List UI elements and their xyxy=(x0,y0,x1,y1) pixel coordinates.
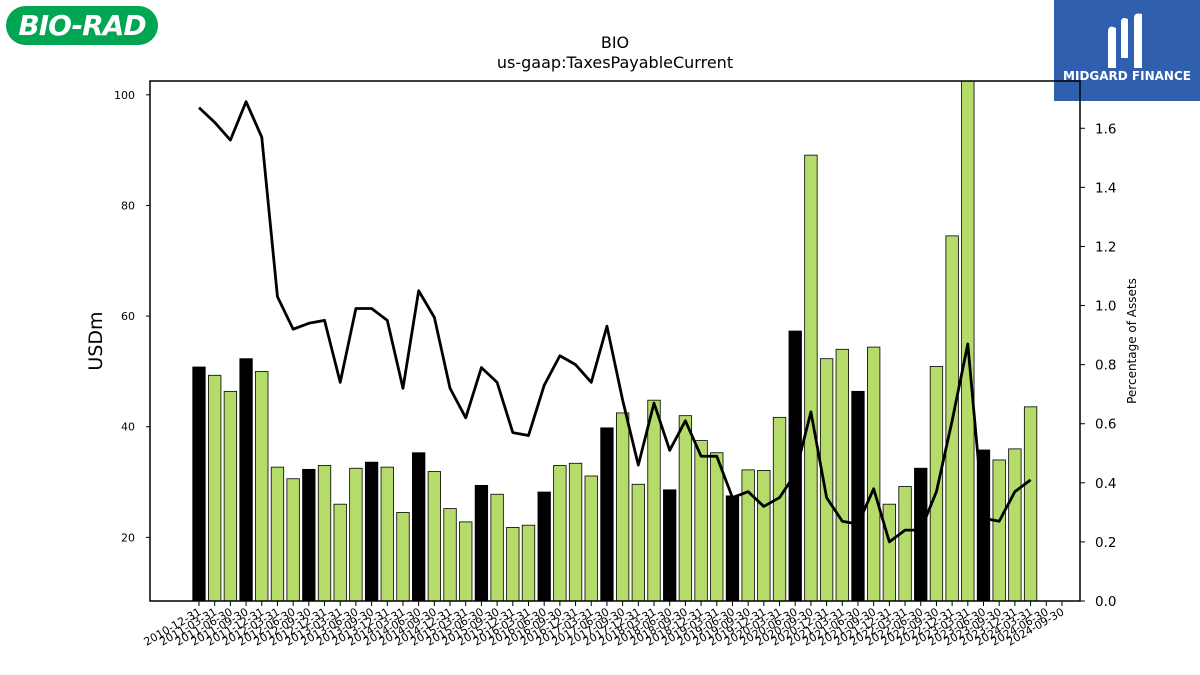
bar xyxy=(474,484,489,602)
bar xyxy=(851,390,865,602)
chart-title: BIO xyxy=(601,33,629,52)
bar xyxy=(710,452,724,602)
bio-rad-logo-text: BIO-RAD xyxy=(18,9,146,42)
bar xyxy=(192,366,206,602)
bar xyxy=(537,491,551,602)
bar xyxy=(1008,448,1022,602)
bar xyxy=(490,493,504,602)
bar xyxy=(286,478,300,602)
bar xyxy=(396,512,410,602)
bar xyxy=(506,527,520,602)
bar xyxy=(333,503,347,602)
bar xyxy=(521,524,536,602)
bar xyxy=(349,467,363,602)
bar xyxy=(882,503,897,602)
y-tick-label: 100 xyxy=(114,89,135,102)
bar xyxy=(208,374,222,602)
y2-tick-label: 1.0 xyxy=(1095,299,1116,315)
y-tick-label: 80 xyxy=(121,199,135,212)
bar xyxy=(1023,406,1038,602)
bar xyxy=(364,461,379,602)
bar xyxy=(992,459,1006,602)
bar xyxy=(380,466,394,602)
bar xyxy=(302,468,316,602)
bar xyxy=(835,348,849,602)
bar xyxy=(412,452,426,602)
bar xyxy=(788,330,802,602)
bar xyxy=(443,508,457,602)
bar xyxy=(647,399,661,602)
y-tick-label: 40 xyxy=(121,421,135,434)
bar xyxy=(772,416,787,602)
bar xyxy=(898,486,912,602)
bar xyxy=(741,469,755,602)
bar xyxy=(584,475,598,602)
y-axis-label: USDm xyxy=(85,311,107,370)
bar xyxy=(961,80,975,602)
y2-tick-label: 0.4 xyxy=(1095,476,1116,492)
midgard-finance-logo-text: MIDGARD FINANCE xyxy=(1063,69,1191,83)
bar xyxy=(568,462,583,602)
bar xyxy=(663,489,677,602)
midgard-finance-logo: MIDGARD FINANCE xyxy=(1054,0,1200,101)
bio-rad-logo: BIO-RAD xyxy=(6,6,158,45)
bar xyxy=(553,465,567,602)
y-tick-label: 60 xyxy=(121,310,135,323)
chart-subtitle: us-gaap:TaxesPayableCurrent xyxy=(497,53,733,72)
bar xyxy=(678,415,693,602)
bar xyxy=(427,471,442,602)
y2-tick-label: 0.2 xyxy=(1095,535,1116,551)
y2-tick-label: 1.2 xyxy=(1095,239,1116,255)
midgard-mark-icon xyxy=(1108,13,1142,69)
bar xyxy=(615,412,630,602)
y2-tick-label: 0.6 xyxy=(1095,417,1116,433)
bar xyxy=(600,427,614,602)
bar xyxy=(804,154,818,602)
bar xyxy=(725,495,740,602)
bar xyxy=(317,465,332,602)
y2-tick-label: 1.6 xyxy=(1095,121,1116,137)
bar xyxy=(270,466,285,602)
bar xyxy=(255,371,269,602)
bar xyxy=(929,366,944,602)
bar xyxy=(239,358,253,602)
bar xyxy=(867,346,881,602)
bar xyxy=(694,440,708,602)
plot-frame xyxy=(149,80,1081,602)
y2-tick-label: 1.4 xyxy=(1095,180,1116,196)
y2-tick-label: 0.8 xyxy=(1095,358,1116,374)
y2-tick-label: 0.0 xyxy=(1095,594,1116,610)
bar xyxy=(223,390,238,602)
y-tick-label: 20 xyxy=(121,531,135,544)
y2-axis-label: Percentage of Assets xyxy=(1125,278,1139,404)
bar xyxy=(757,470,771,602)
bar xyxy=(459,521,473,602)
bar xyxy=(631,483,645,602)
series-line xyxy=(198,100,1032,544)
bar xyxy=(914,467,928,602)
